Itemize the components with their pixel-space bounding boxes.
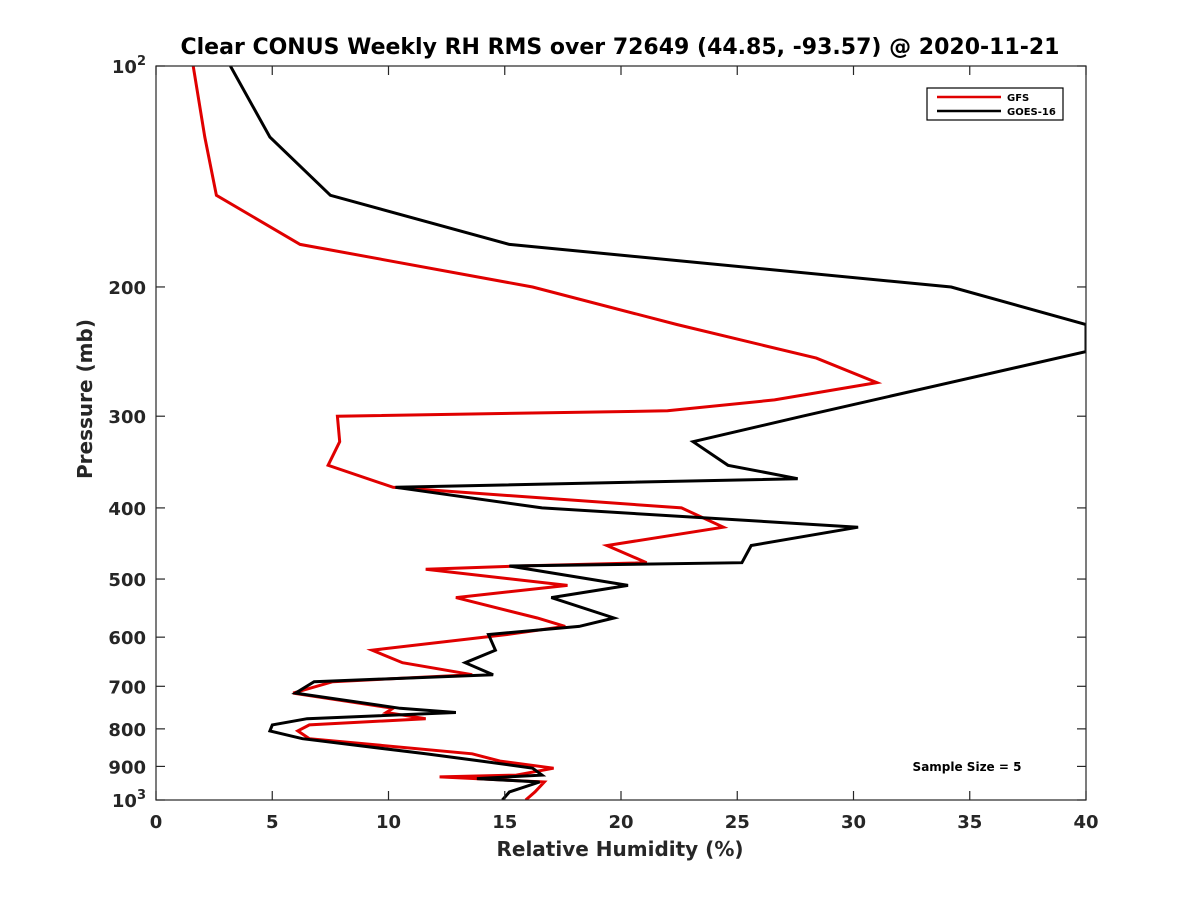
legend-label-gfs: GFS (1007, 93, 1029, 104)
x-tick-label: 15 (492, 812, 517, 833)
x-tick-label: 35 (957, 812, 982, 833)
x-tick-label: 25 (725, 812, 750, 833)
y-tick-label: 300 (108, 407, 146, 428)
y-tick-label: 103 (112, 788, 146, 812)
x-tick-label: 40 (1073, 812, 1098, 833)
y-axis-label: Pressure (mb) (73, 319, 97, 479)
legend-box (926, 87, 1064, 121)
x-tick-label: 5 (266, 812, 279, 833)
chart-title: Clear CONUS Weekly RH RMS over 72649 (44… (181, 35, 1060, 60)
y-tick-label: 900 (108, 757, 146, 778)
y-axis: 102 200 300 400 500 600 700 800 900 103 (108, 54, 1086, 812)
y-tick-label: 600 (108, 628, 146, 649)
x-axis-label: Relative Humidity (%) (496, 837, 743, 861)
y-tick-label: 700 (108, 677, 146, 698)
legend-label-goes-16: GOES-16 (1007, 107, 1056, 118)
y-tick-label: 102 (112, 54, 146, 78)
x-tick-label: 0 (150, 812, 163, 833)
series-line-goes-16 (229, 66, 1086, 800)
x-tick-label: 20 (608, 812, 633, 833)
x-tick-label: 30 (841, 812, 866, 833)
legend: GFS GOES-16 (926, 87, 1064, 121)
plot-area (191, 66, 1086, 800)
series-line-gfs (191, 66, 883, 800)
sample-size-annotation: Sample Size = 5 (913, 760, 1022, 774)
y-tick-label: 200 (108, 278, 146, 299)
x-tick-label: 10 (376, 812, 401, 833)
y-tick-label: 500 (108, 570, 146, 591)
y-tick-label: 800 (108, 720, 146, 741)
y-tick-label: 400 (108, 499, 146, 520)
x-axis: 0 5 10 15 20 25 30 35 40 (150, 66, 1099, 833)
